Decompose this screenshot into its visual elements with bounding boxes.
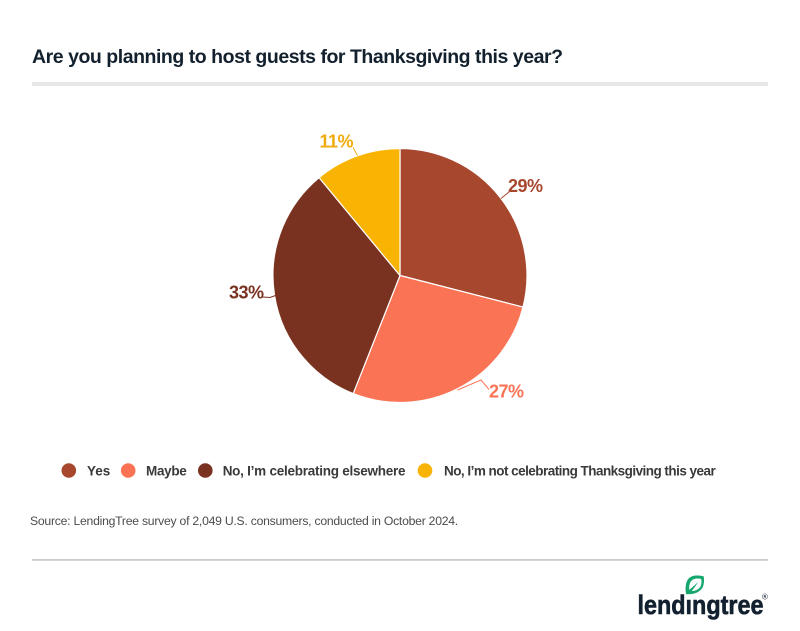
- svg-text:Maybe: Maybe: [146, 464, 187, 479]
- svg-text:lendıngtree: lendıngtree: [638, 590, 764, 620]
- svg-text:No, I’m not celebrating Thanks: No, I’m not celebrating Thanksgiving thi…: [444, 464, 716, 479]
- svg-text:33%: 33%: [229, 283, 264, 303]
- svg-text:29%: 29%: [508, 176, 543, 196]
- svg-text:27%: 27%: [489, 382, 524, 402]
- svg-text:No, I’m celebrating elsewhere: No, I’m celebrating elsewhere: [223, 464, 406, 479]
- svg-text:Are you planning to host guest: Are you planning to host guests for Than…: [32, 46, 563, 68]
- svg-text:Yes: Yes: [87, 464, 110, 479]
- svg-text:®: ®: [762, 593, 768, 602]
- svg-text:Source: LendingTree survey of: Source: LendingTree survey of 2,049 U.S.…: [30, 514, 458, 528]
- svg-text:11%: 11%: [320, 132, 354, 152]
